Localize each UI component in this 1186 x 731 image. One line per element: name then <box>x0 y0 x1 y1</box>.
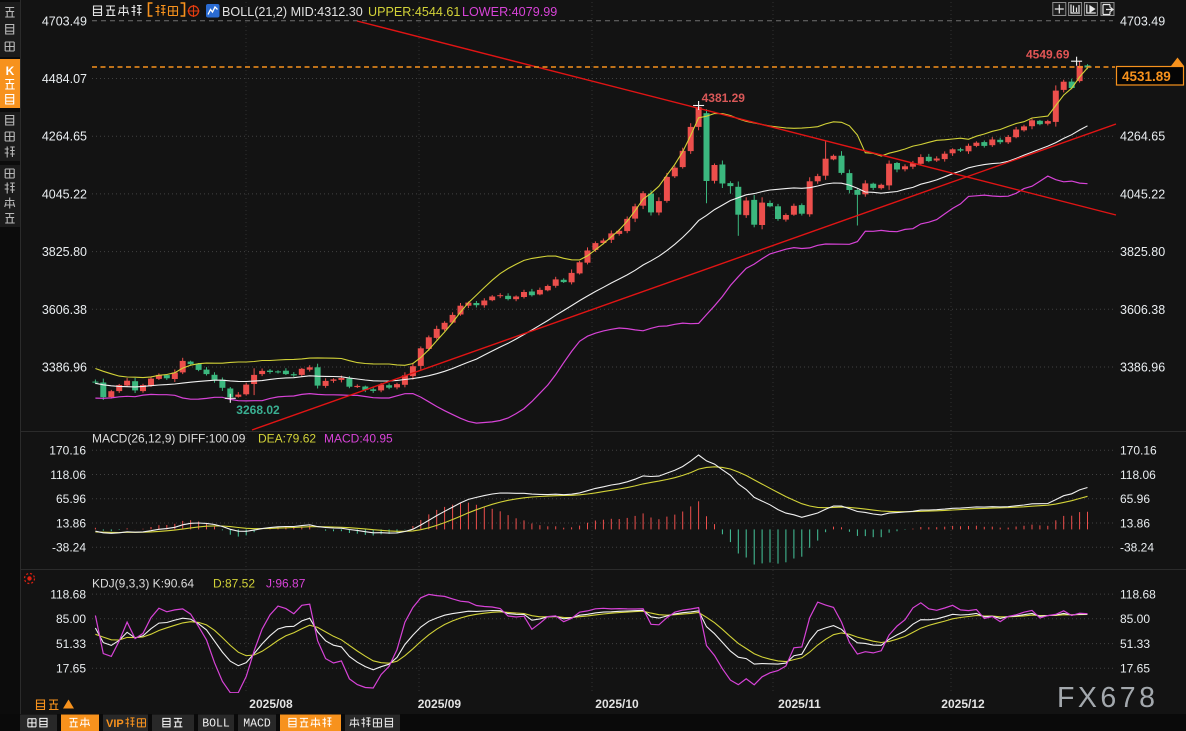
svg-text:3825.80: 3825.80 <box>1120 245 1165 259</box>
svg-text:118.68: 118.68 <box>1120 587 1156 601</box>
svg-text:BOLL: BOLL <box>202 718 230 731</box>
svg-text:LOWER:4079.99: LOWER:4079.99 <box>462 5 557 19</box>
svg-text:-38.24: -38.24 <box>52 541 86 555</box>
svg-text:VIP: VIP <box>106 718 124 730</box>
svg-text:J:96.87: J:96.87 <box>266 576 306 590</box>
svg-text:FX678: FX678 <box>1057 682 1158 714</box>
svg-text:3606.38: 3606.38 <box>1120 303 1165 317</box>
svg-text:2025/12: 2025/12 <box>941 697 985 711</box>
svg-text:170.16: 170.16 <box>1120 444 1157 458</box>
svg-text:85.00: 85.00 <box>1120 612 1150 626</box>
svg-text:-38.24: -38.24 <box>1120 541 1154 555</box>
svg-text:13.86: 13.86 <box>56 516 86 530</box>
svg-text:4381.29: 4381.29 <box>702 91 746 105</box>
svg-text:4045.22: 4045.22 <box>1120 187 1165 201</box>
svg-text:4703.49: 4703.49 <box>42 14 87 28</box>
svg-text:BOLL(21,2) MID:4312.30: BOLL(21,2) MID:4312.30 <box>222 5 363 19</box>
svg-text:4549.69: 4549.69 <box>1026 48 1070 62</box>
svg-text:170.16: 170.16 <box>49 444 86 458</box>
svg-text:3268.02: 3268.02 <box>236 403 280 417</box>
svg-text:4264.65: 4264.65 <box>42 130 87 144</box>
svg-text:65.96: 65.96 <box>1120 492 1150 506</box>
svg-text:2025/10: 2025/10 <box>595 697 639 711</box>
svg-text:MACD(26,12,9) DIFF:100.09: MACD(26,12,9) DIFF:100.09 <box>92 431 246 445</box>
svg-text:2025/08: 2025/08 <box>249 697 293 711</box>
svg-text:4531.89: 4531.89 <box>1122 69 1171 84</box>
svg-text:3606.38: 3606.38 <box>42 303 87 317</box>
svg-text:2025/11: 2025/11 <box>778 697 821 711</box>
svg-text:13.86: 13.86 <box>1120 516 1150 530</box>
svg-text:85.00: 85.00 <box>56 612 86 626</box>
svg-text:4264.65: 4264.65 <box>1120 130 1165 144</box>
svg-text:17.65: 17.65 <box>1120 662 1150 676</box>
svg-text:118.06: 118.06 <box>1120 468 1156 482</box>
svg-text:4045.22: 4045.22 <box>42 187 87 201</box>
svg-text:17.65: 17.65 <box>56 662 86 676</box>
svg-text:UPPER:4544.61: UPPER:4544.61 <box>368 5 460 19</box>
svg-text:65.96: 65.96 <box>56 492 86 506</box>
svg-text:3825.80: 3825.80 <box>42 245 87 259</box>
svg-text:51.33: 51.33 <box>56 637 86 651</box>
svg-text:118.06: 118.06 <box>50 468 86 482</box>
svg-text:KDJ(9,3,3) K:90.64: KDJ(9,3,3) K:90.64 <box>92 576 194 590</box>
svg-text:2025/09: 2025/09 <box>418 697 462 711</box>
svg-text:DEA:79.62: DEA:79.62 <box>258 431 316 445</box>
svg-text:3386.96: 3386.96 <box>42 361 87 375</box>
svg-text:MACD: MACD <box>243 718 271 731</box>
svg-text:D:87.52: D:87.52 <box>213 576 255 590</box>
svg-text:4484.07: 4484.07 <box>42 72 87 86</box>
svg-text:3386.96: 3386.96 <box>1120 361 1165 375</box>
svg-text:MACD:40.95: MACD:40.95 <box>324 431 393 445</box>
svg-text:K: K <box>6 64 15 78</box>
svg-text:51.33: 51.33 <box>1120 637 1150 651</box>
svg-text:4703.49: 4703.49 <box>1120 14 1165 28</box>
svg-text:118.68: 118.68 <box>50 587 86 601</box>
